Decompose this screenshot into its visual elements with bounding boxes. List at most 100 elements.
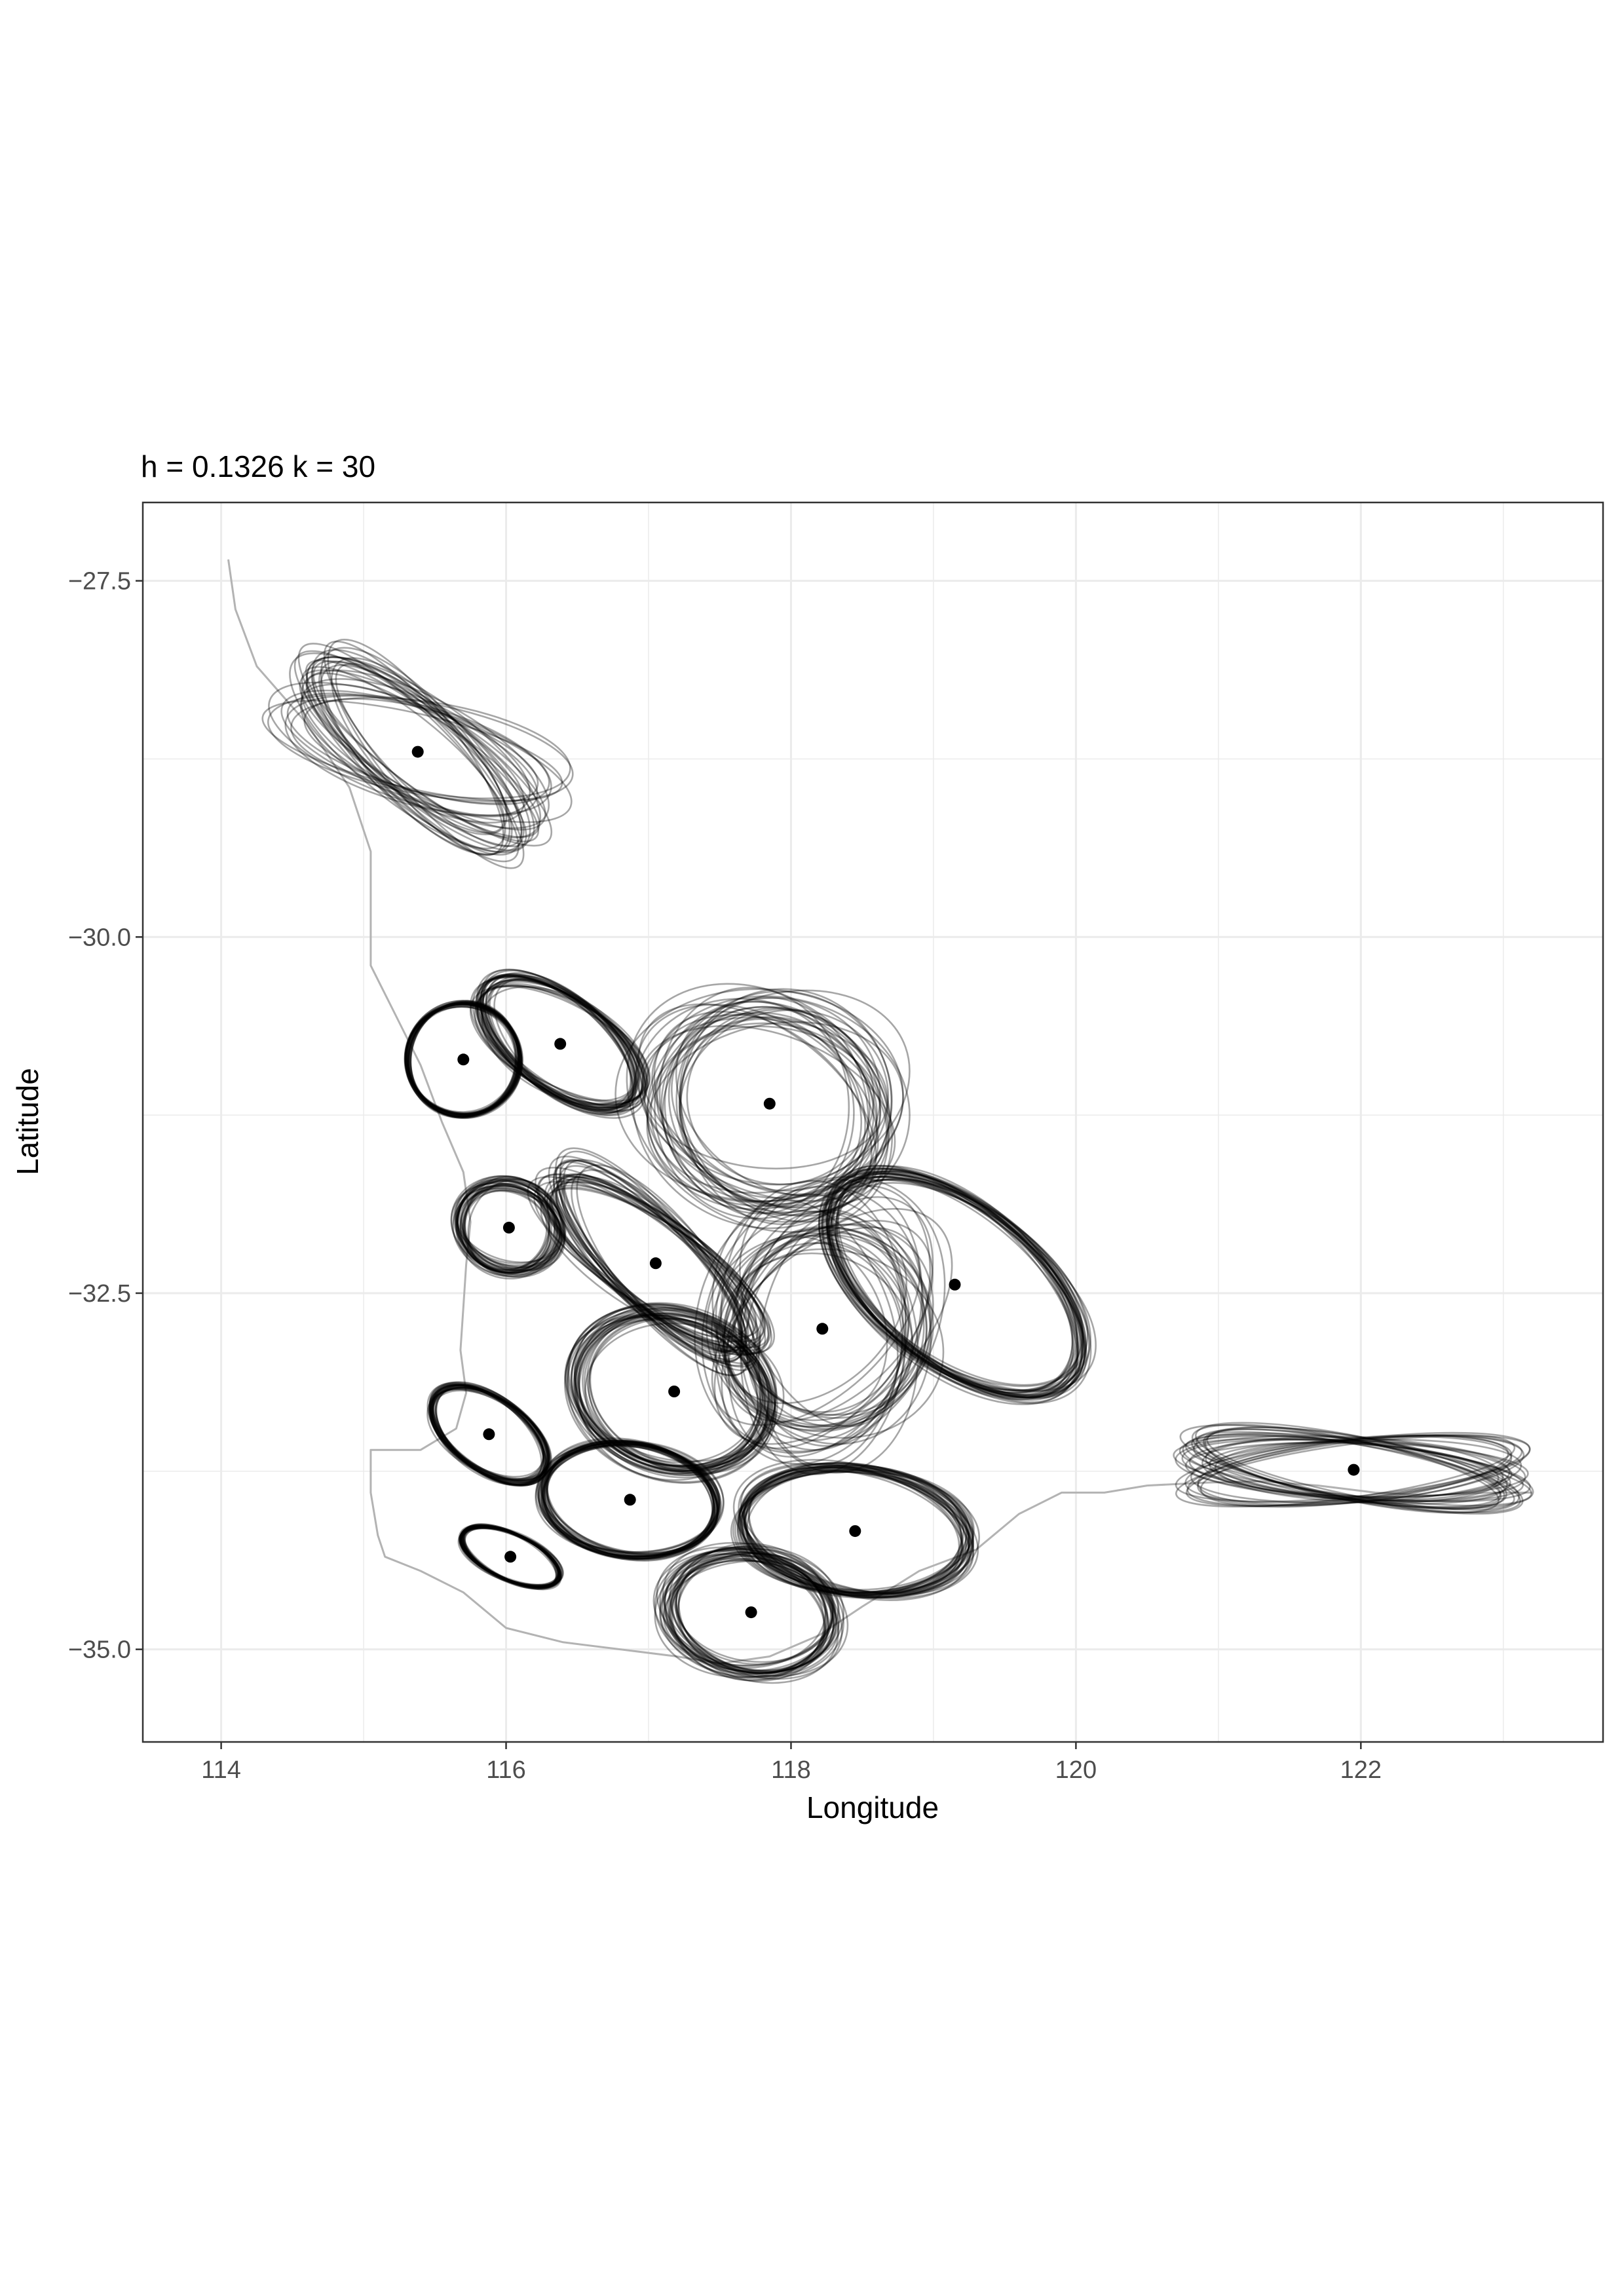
- bootstrap-ellipse: [571, 1303, 770, 1479]
- bootstrap-ellipse: [286, 692, 539, 804]
- bootstrap-ellipse: [428, 1388, 552, 1481]
- bootstrap-ellipse: [461, 1182, 550, 1271]
- bootstrap-ellipse: [457, 1180, 566, 1276]
- x-tick-label: 114: [201, 1756, 241, 1784]
- bootstrap-ellipse: [406, 1001, 522, 1115]
- bootstrap-ellipse: [430, 1387, 549, 1483]
- bootstrap-ellipse: [563, 1159, 761, 1368]
- bootstrap-ellipse: [430, 1383, 549, 1486]
- bootstrap-ellipse: [563, 1176, 747, 1353]
- bootstrap-ellipse: [533, 1181, 766, 1343]
- bootstrap-ellipse: [450, 1182, 561, 1274]
- bootstrap-ellipse: [831, 1170, 1084, 1399]
- bootstrap-ellipse: [428, 1384, 545, 1486]
- bootstrap-ellipse: [430, 1382, 550, 1486]
- bootstrap-ellipse: [461, 1186, 556, 1266]
- bootstrap-ellipse: [467, 1179, 556, 1276]
- bootstrap-ellipse: [646, 1021, 904, 1203]
- data-point: [504, 1551, 517, 1563]
- bootstrap-ellipse: [552, 1176, 776, 1353]
- data-point: [554, 1038, 567, 1050]
- bootstrap-ellipse: [301, 666, 505, 834]
- bootstrap-ellipse: [485, 972, 635, 1115]
- bootstrap-ellipse: [577, 1304, 764, 1472]
- bootstrap-ellipse: [664, 1549, 839, 1684]
- bootstrap-ellipse: [1190, 1439, 1522, 1504]
- bootstrap-ellipse: [584, 1322, 770, 1467]
- bootstrap-ellipse: [407, 1000, 520, 1118]
- bootstrap-ellipse: [434, 1384, 546, 1486]
- bootstrap-ellipse: [638, 1025, 896, 1202]
- bootstrap-ellipse: [463, 1526, 559, 1588]
- bootstrap-ellipse: [539, 1444, 721, 1558]
- bootstrap-ellipse: [459, 1525, 561, 1589]
- bootstrap-ellipse: [827, 1179, 1089, 1388]
- bootstrap-ellipse: [536, 1441, 722, 1555]
- bootstrap-ellipse: [654, 1000, 855, 1220]
- bootstrap-ellipse: [575, 1312, 772, 1472]
- bootstrap-ellipse: [656, 1546, 835, 1673]
- data-point: [745, 1606, 757, 1619]
- y-tick-label: −32.5: [68, 1280, 131, 1308]
- bootstrap-ellipse: [1202, 1426, 1507, 1510]
- bootstrap-ellipse: [1201, 1436, 1504, 1504]
- bootstrap-ellipse: [835, 1174, 1074, 1394]
- bootstrap-ellipse: [406, 1002, 518, 1116]
- data-point: [624, 1494, 636, 1506]
- bootstrap-ellipse: [1181, 1439, 1511, 1503]
- bootstrap-ellipse: [665, 1559, 837, 1674]
- bootstrap-ellipse: [1199, 1435, 1509, 1508]
- bootstrap-ellipse: [474, 975, 646, 1109]
- bootstrap-ellipse: [409, 1000, 519, 1118]
- bootstrap-ellipse: [461, 1525, 561, 1589]
- data-point: [649, 1257, 662, 1270]
- bootstrap-ellipse: [305, 656, 531, 854]
- bootstrap-ellipse: [552, 1161, 743, 1361]
- bootstrap-ellipse: [541, 1442, 715, 1561]
- data-point: [763, 1097, 776, 1110]
- bootstrap-ellipse: [537, 1443, 721, 1553]
- bootstrap-ellipse: [739, 1232, 928, 1427]
- bootstrap-ellipse: [730, 1469, 974, 1594]
- bootstrap-ellipse: [1175, 1435, 1526, 1502]
- bootstrap-ellipse: [719, 1232, 909, 1422]
- bootstrap-ellipse: [538, 1173, 761, 1356]
- bootstrap-ellipse: [463, 1175, 550, 1273]
- bootstrap-ellipse: [736, 1464, 968, 1596]
- data-point: [1348, 1464, 1360, 1476]
- bootstrap-ellipse: [476, 985, 651, 1103]
- bootstrap-ellipse: [701, 1176, 946, 1452]
- bootstrap-ellipse: [549, 1181, 765, 1348]
- bootstrap-ellipse: [407, 1003, 521, 1117]
- bootstrap-ellipse: [267, 694, 574, 803]
- bootstrap-ellipse: [405, 1002, 521, 1114]
- bootstrap-ellipse: [614, 988, 904, 1202]
- bootstrap-ellipse: [459, 1184, 550, 1274]
- bootstrap-ellipse: [540, 1443, 719, 1556]
- bootstrap-ellipse: [818, 1167, 1083, 1405]
- bootstrap-ellipse: [576, 1307, 762, 1481]
- bootstrap-ellipse: [675, 1000, 890, 1198]
- bootstrap-ellipse: [670, 1558, 830, 1672]
- bootstrap-ellipse: [404, 1002, 523, 1120]
- bootstrap-ellipse: [741, 1465, 962, 1594]
- bootstrap-ellipse: [576, 1314, 762, 1469]
- bootstrap-ellipse: [739, 1200, 899, 1427]
- bootstrap-ellipse: [679, 1006, 890, 1223]
- bootstrap-ellipse: [820, 1179, 1097, 1392]
- x-tick-label: 120: [1055, 1756, 1097, 1784]
- bootstrap-ellipse: [428, 1384, 548, 1484]
- bootstrap-ellipse: [323, 640, 525, 869]
- bootstrap-ellipse: [734, 1467, 975, 1594]
- bootstrap-ellipse: [479, 983, 651, 1105]
- bootstrap-ellipse: [830, 1179, 1087, 1393]
- bootstrap-ellipse: [478, 973, 647, 1112]
- bootstrap-ellipse: [656, 1025, 882, 1186]
- bootstrap-ellipse: [432, 1387, 550, 1480]
- bootstrap-ellipse: [1182, 1432, 1534, 1509]
- bootstrap-ellipse: [538, 1441, 725, 1559]
- bootstrap-ellipse: [1179, 1424, 1521, 1513]
- bootstrap-ellipse: [540, 1439, 721, 1557]
- bootstrap-ellipse: [546, 1442, 718, 1560]
